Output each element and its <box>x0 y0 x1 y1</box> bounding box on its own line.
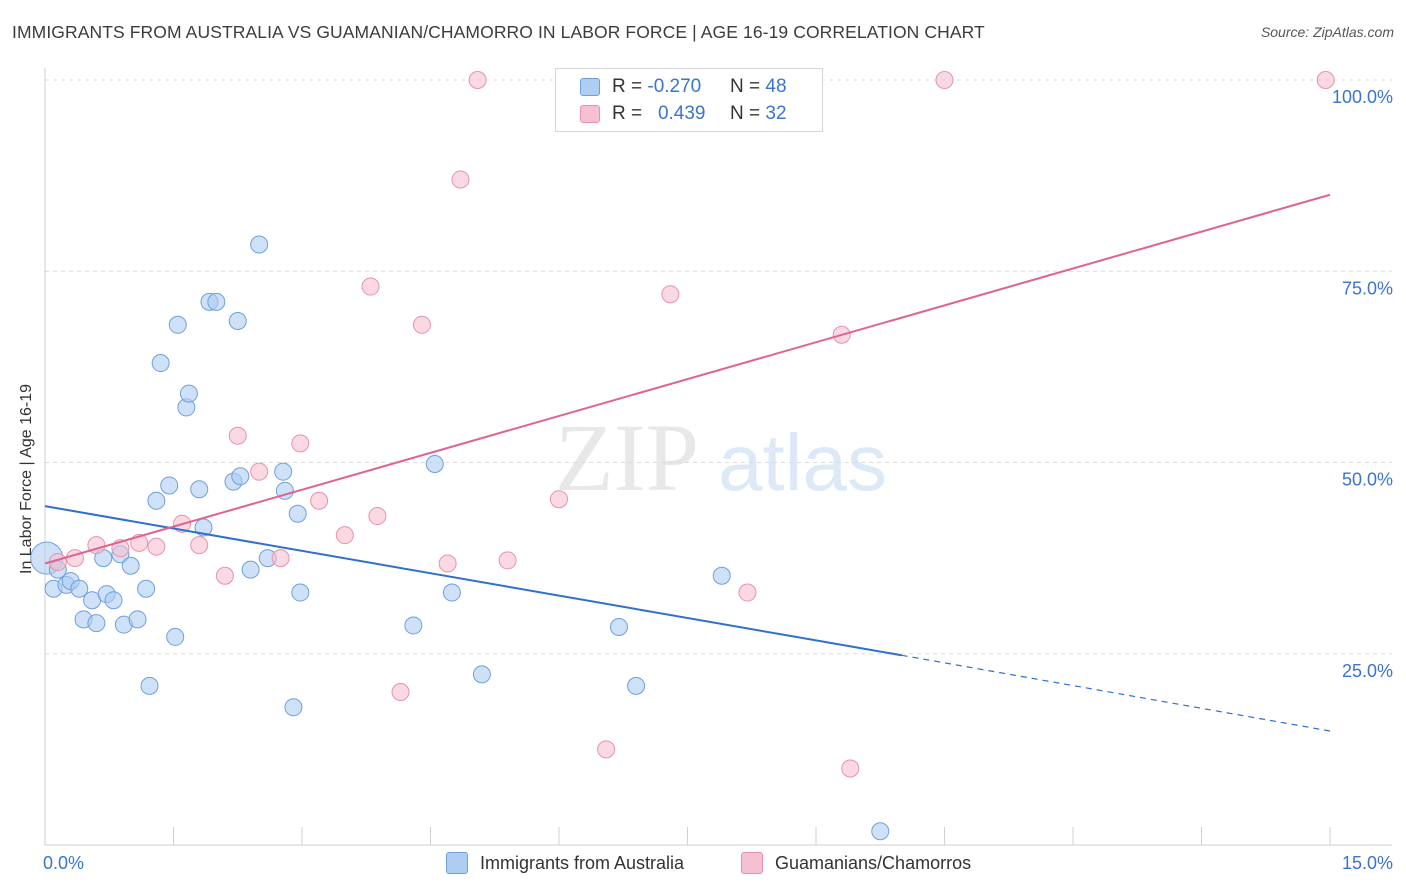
data-point <box>228 311 247 330</box>
data-point <box>147 537 166 556</box>
data-point <box>451 170 470 189</box>
data-point <box>274 462 293 481</box>
bottom-legend-swatch-blue <box>446 852 468 874</box>
legend-n-label: N = <box>730 103 761 124</box>
legend-r-label: R = <box>612 103 648 124</box>
y-axis-title: In Labor Force | Age 16-19 <box>18 383 35 574</box>
bottom-legend-australia: Immigrants from Australia <box>446 852 684 874</box>
data-point <box>288 504 307 523</box>
bottom-legend-guamanian: Guamanians/Chamorros <box>741 852 971 874</box>
series-immigrants-australia-points <box>30 235 890 841</box>
watermark: ZIP atlas <box>555 404 887 511</box>
data-point <box>284 698 303 717</box>
data-point <box>712 566 731 585</box>
legend-swatch-blue <box>580 78 600 96</box>
series-guamanians-points <box>48 71 1335 778</box>
data-point <box>241 560 260 579</box>
data-point <box>661 285 680 304</box>
data-point <box>291 583 310 602</box>
data-point <box>137 579 156 598</box>
data-point <box>104 591 123 610</box>
trend-line-australia <box>44 505 902 657</box>
data-point <box>168 315 187 334</box>
tick-labels: 25.0% 50.0% 75.0% 100.0% 0.0% 15.0% <box>43 87 1393 873</box>
trend-lines <box>44 193 1331 732</box>
y-tick-label: 50.0% <box>1342 470 1393 490</box>
legend-r-label: R = <box>612 76 648 97</box>
watermark-atlas: atlas <box>718 418 887 507</box>
data-point <box>597 740 616 759</box>
x-tick-label: 0.0% <box>43 853 84 873</box>
data-point <box>1316 71 1335 89</box>
axes <box>44 68 1392 846</box>
data-point <box>179 384 198 403</box>
data-point <box>151 354 170 373</box>
data-point <box>871 822 890 841</box>
data-point <box>841 759 860 778</box>
data-point <box>335 526 354 545</box>
data-point <box>609 617 628 636</box>
y-tick-label: 100.0% <box>1332 87 1393 107</box>
data-point <box>550 490 568 509</box>
legend-row-guamanian: R = 0.439 N = 32 <box>580 102 787 126</box>
data-point <box>140 676 159 695</box>
data-point <box>231 467 250 486</box>
watermark-zip: ZIP <box>555 404 699 511</box>
grid-lines <box>45 79 1392 655</box>
legend-r-value: 0.439 <box>657 103 706 124</box>
data-point <box>391 683 410 701</box>
data-point <box>468 71 487 89</box>
data-point <box>438 554 457 573</box>
data-point <box>472 665 491 684</box>
data-point <box>250 462 269 481</box>
bottom-legend-label: Guamanians/Chamorros <box>775 852 972 873</box>
data-point <box>310 491 329 510</box>
data-point <box>70 579 89 598</box>
legend-r-value: -0.270 <box>647 76 702 97</box>
data-point <box>166 627 185 646</box>
data-point <box>442 583 461 602</box>
data-point <box>128 610 147 629</box>
trend-line-australia-extension <box>901 654 1331 732</box>
data-point <box>121 556 140 575</box>
trend-line-guamanian <box>44 193 1331 565</box>
data-point <box>368 507 387 526</box>
data-point <box>147 491 166 510</box>
bottom-legend-label: Immigrants from Australia <box>480 852 685 873</box>
data-point <box>361 277 380 296</box>
data-point <box>412 315 431 334</box>
bottom-legend-swatch-pink <box>741 852 763 874</box>
legend-n-value: 48 <box>765 76 787 97</box>
data-point <box>215 566 234 585</box>
legend-row-australia: R = -0.270 N = 48 <box>580 75 787 99</box>
data-point <box>404 616 423 635</box>
correlation-legend: R = -0.270 N = 48 R = 0.439 N = 32 <box>555 68 823 132</box>
data-point <box>738 583 757 602</box>
data-point <box>935 71 954 89</box>
chart-title: IMMIGRANTS FROM AUSTRALIA VS GUAMANIAN/C… <box>12 22 985 42</box>
data-point <box>425 455 444 474</box>
y-tick-label: 25.0% <box>1342 661 1393 681</box>
data-point <box>87 614 106 633</box>
data-point <box>190 480 209 499</box>
legend-swatch-pink <box>580 105 600 123</box>
data-point <box>190 536 209 555</box>
data-point <box>250 235 269 254</box>
data-point <box>271 549 290 568</box>
data-point <box>228 426 247 445</box>
y-tick-label: 75.0% <box>1342 278 1393 298</box>
data-point <box>627 676 646 695</box>
legend-n-value: 32 <box>765 103 787 124</box>
source-label: Source: ZipAtlas.com <box>1260 24 1394 40</box>
data-point <box>160 476 179 495</box>
x-tick-label: 15.0% <box>1342 853 1393 873</box>
legend-n-label: N = <box>730 76 761 97</box>
data-point <box>498 551 517 570</box>
data-point <box>207 292 226 311</box>
data-point <box>291 434 310 453</box>
